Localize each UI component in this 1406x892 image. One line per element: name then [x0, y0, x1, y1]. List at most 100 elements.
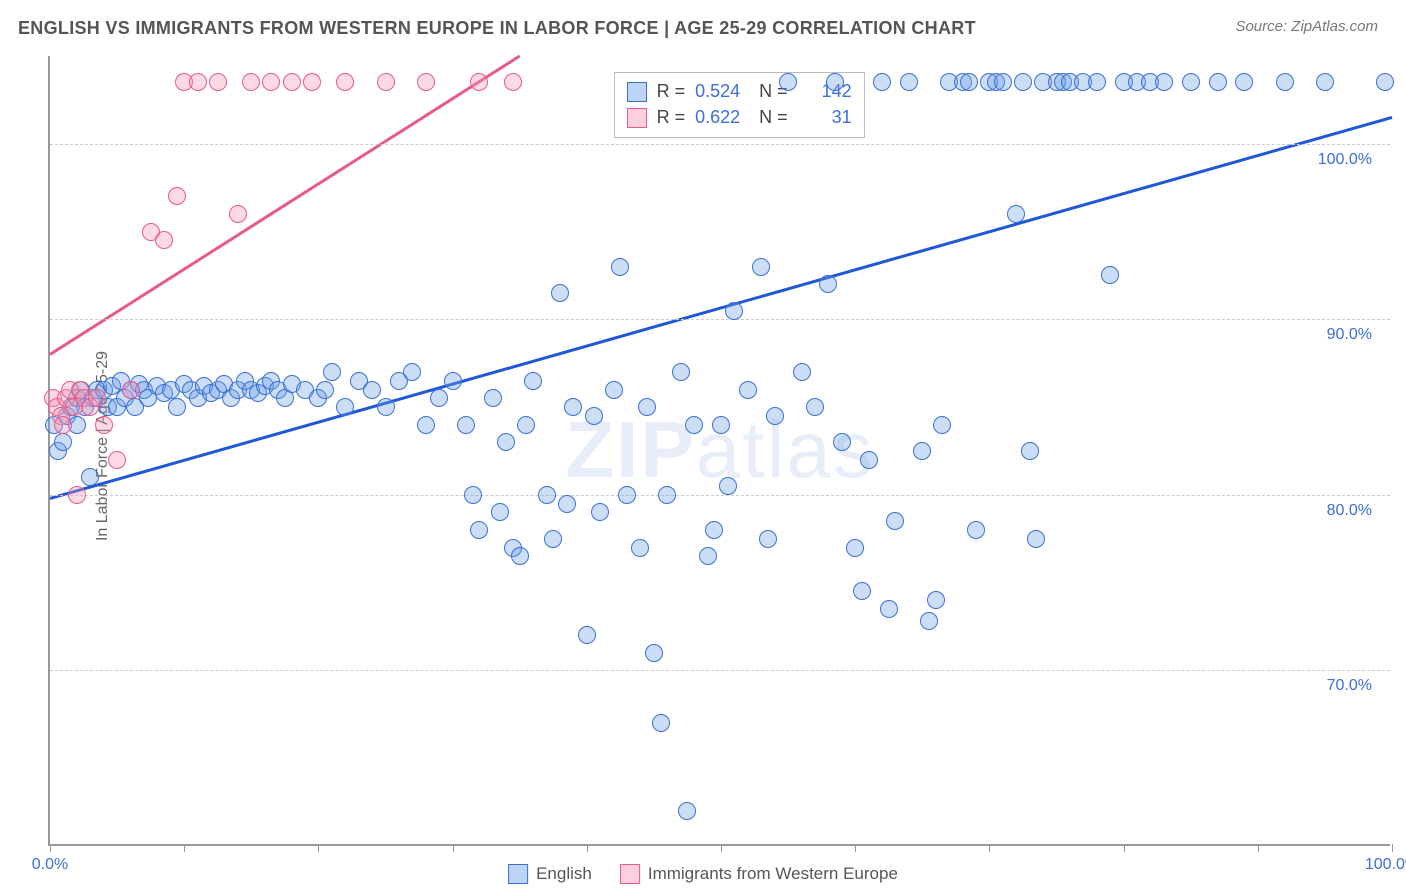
data-point [886, 512, 904, 530]
data-point [189, 73, 207, 91]
data-point [967, 521, 985, 539]
data-point [1027, 530, 1045, 548]
data-point [920, 612, 938, 630]
data-point [470, 73, 488, 91]
data-point [880, 600, 898, 618]
data-point [491, 503, 509, 521]
data-point [229, 205, 247, 223]
data-point [377, 398, 395, 416]
stat-value-r: 0.622 [695, 107, 749, 128]
scatter-plot: ZIPatlas R =0.524N =142R =0.622N =31 70.… [48, 56, 1390, 846]
stat-value-n: 31 [798, 107, 852, 128]
data-point [933, 416, 951, 434]
data-point [611, 258, 629, 276]
data-point [430, 389, 448, 407]
data-point [517, 416, 535, 434]
data-point [578, 626, 596, 644]
data-point [262, 73, 280, 91]
data-point [672, 363, 690, 381]
data-point [54, 416, 72, 434]
bottom-legend: English Immigrants from Western Europe [508, 864, 898, 884]
data-point [960, 73, 978, 91]
x-tick [989, 844, 990, 852]
data-point [81, 468, 99, 486]
data-point [1276, 73, 1294, 91]
data-point [819, 275, 837, 293]
data-point [759, 530, 777, 548]
data-point [1316, 73, 1334, 91]
swatch-blue [627, 82, 647, 102]
data-point [336, 398, 354, 416]
data-point [853, 582, 871, 600]
data-point [833, 433, 851, 451]
data-point [68, 486, 86, 504]
y-tick-label: 70.0% [1327, 677, 1372, 695]
trendlines-layer [50, 56, 1390, 844]
x-tick [318, 844, 319, 852]
data-point [464, 486, 482, 504]
data-point [377, 73, 395, 91]
x-tick [587, 844, 588, 852]
stat-label-n: N = [759, 107, 788, 128]
data-point [88, 389, 106, 407]
data-point [242, 73, 260, 91]
data-point [658, 486, 676, 504]
data-point [719, 477, 737, 495]
data-point [739, 381, 757, 399]
x-tick [1392, 844, 1393, 852]
data-point [591, 503, 609, 521]
gridline-h [50, 144, 1390, 145]
y-tick-label: 100.0% [1318, 151, 1372, 169]
data-point [678, 802, 696, 820]
legend-label: English [536, 864, 592, 884]
data-point [336, 73, 354, 91]
data-point [1209, 73, 1227, 91]
data-point [900, 73, 918, 91]
data-point [826, 73, 844, 91]
data-point [303, 73, 321, 91]
gridline-h [50, 495, 1390, 496]
stats-row: R =0.524N =142 [627, 79, 852, 105]
x-tick [184, 844, 185, 852]
data-point [403, 363, 421, 381]
data-point [705, 521, 723, 539]
data-point [54, 433, 72, 451]
data-point [417, 416, 435, 434]
data-point [725, 302, 743, 320]
data-point [524, 372, 542, 390]
data-point [155, 231, 173, 249]
legend-item: English [508, 864, 592, 884]
data-point [168, 187, 186, 205]
data-point [605, 381, 623, 399]
data-point [417, 73, 435, 91]
data-point [444, 372, 462, 390]
data-point [645, 644, 663, 662]
swatch-blue [508, 864, 528, 884]
x-tick [855, 844, 856, 852]
data-point [652, 714, 670, 732]
x-tick-label: 0.0% [32, 856, 68, 874]
data-point [1021, 442, 1039, 460]
data-point [95, 416, 113, 434]
trendline [50, 56, 520, 354]
data-point [544, 530, 562, 548]
data-point [316, 381, 334, 399]
data-point [1101, 266, 1119, 284]
x-tick-label: 100.0% [1365, 856, 1406, 874]
data-point [766, 407, 784, 425]
data-point [497, 433, 515, 451]
data-point [168, 398, 186, 416]
chart-title: ENGLISH VS IMMIGRANTS FROM WESTERN EUROP… [18, 18, 976, 39]
legend-label: Immigrants from Western Europe [648, 864, 898, 884]
data-point [712, 416, 730, 434]
data-point [1376, 73, 1394, 91]
stat-value-r: 0.524 [695, 81, 749, 102]
data-point [1014, 73, 1032, 91]
data-point [1007, 205, 1025, 223]
swatch-pink [620, 864, 640, 884]
data-point [283, 73, 301, 91]
data-point [470, 521, 488, 539]
data-point [1182, 73, 1200, 91]
data-point [618, 486, 636, 504]
data-point [1235, 73, 1253, 91]
